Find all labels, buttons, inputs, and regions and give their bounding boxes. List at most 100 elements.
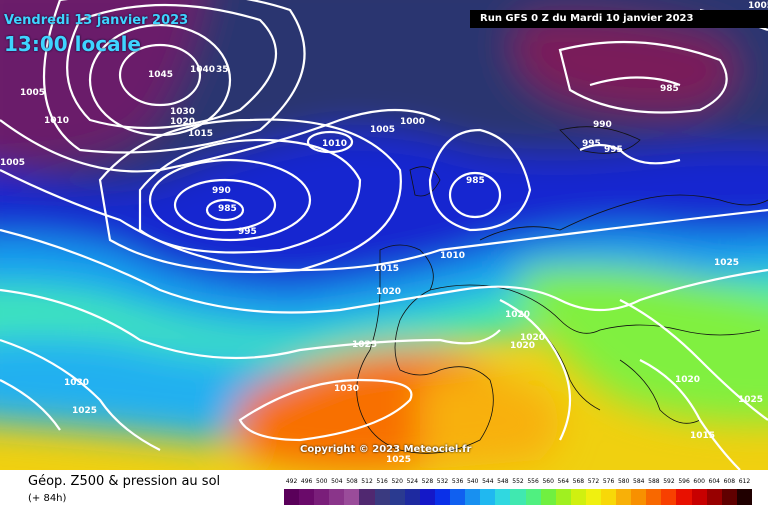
isobar-label: 990 — [212, 186, 231, 196]
isobar-label: 1020 — [675, 375, 700, 385]
legend-swatch — [419, 489, 435, 505]
isobar-label: 35 — [216, 65, 229, 75]
legend-value: 512 — [361, 478, 373, 485]
legend-swatch — [465, 489, 481, 505]
isobar-label: 995 — [238, 227, 257, 237]
geopotential-fill — [0, 0, 768, 470]
legend-value: 544 — [482, 478, 494, 485]
legend-value: 576 — [602, 478, 615, 485]
isobar-label: 1005 — [20, 88, 45, 98]
legend-value: 540 — [466, 478, 479, 485]
legend-swatch — [706, 489, 722, 505]
isobar-label: 1020 — [520, 333, 545, 343]
legend-swatch — [555, 489, 571, 505]
isobar-label: 1030 — [334, 384, 359, 394]
legend-swatch — [510, 489, 526, 505]
legend-labels: 492 496 500 504 508 512 516 520 524 528 532 536 540 5… — [284, 478, 752, 488]
isobar-label: 1025 — [714, 258, 739, 268]
legend-value: 564 — [557, 478, 570, 485]
legend-value: 492 — [285, 478, 298, 485]
isobar-label: 1025 — [352, 340, 377, 350]
isobar-label: 1010 — [440, 251, 465, 261]
legend-value: 536 — [451, 478, 464, 485]
legend-swatch — [299, 489, 315, 505]
isobar-label: 1000 — [400, 117, 425, 127]
forecast-time: 13:00 locale — [4, 32, 141, 56]
weather-map: 1005 1045 1040 35 1030 1020 1015 1010 10… — [0, 0, 768, 470]
legend-value: 568 — [572, 478, 585, 485]
map-footer: Géop. Z500 & pression au sol (+ 84h) 492… — [0, 470, 768, 512]
map-title: Géop. Z500 & pression au sol — [28, 474, 221, 489]
isobar-label: 1025 — [386, 455, 411, 465]
isobar-label: 990 — [593, 120, 612, 130]
legend-value: 524 — [406, 478, 419, 485]
isobar-label: 995 — [582, 139, 601, 149]
legend-swatch — [646, 489, 662, 505]
legend-value: 520 — [391, 478, 403, 485]
legend-swatch — [691, 489, 707, 505]
legend-swatch — [585, 489, 601, 505]
forecast-hour: (+ 84h) — [28, 493, 67, 504]
legend-swatch — [495, 489, 511, 505]
legend-value: 608 — [723, 478, 736, 485]
legend-swatch — [540, 489, 556, 505]
isobar-label: 1005 — [0, 158, 25, 168]
isobar-label: 1030 — [64, 378, 89, 388]
legend-swatch — [329, 489, 345, 505]
isobar-label: 1025 — [72, 406, 97, 416]
legend-value: 572 — [587, 478, 600, 485]
legend-swatch — [374, 489, 390, 505]
legend-value: 548 — [497, 478, 509, 485]
legend-value: 560 — [542, 478, 554, 485]
legend-swatch — [616, 489, 632, 505]
legend-swatch — [721, 489, 737, 505]
legend-swatch — [404, 489, 420, 505]
legend-value: 592 — [663, 478, 675, 485]
legend-value: 604 — [708, 478, 720, 485]
forecast-date: Vendredi 13 janvier 2023 — [4, 13, 189, 28]
legend-swatch — [661, 489, 677, 505]
legend-value: 612 — [738, 478, 751, 485]
isobar-label: 1010 — [322, 139, 347, 149]
isobar-label: 1015 — [188, 129, 213, 139]
run-info: Run GFS 0 Z du Mardi 10 janvier 2023 — [470, 10, 768, 28]
legend-value: 552 — [512, 478, 524, 485]
legend-swatch — [631, 489, 647, 505]
isobar-label: 1015 — [374, 264, 399, 274]
legend-value: 580 — [617, 478, 630, 485]
legend-swatch — [736, 489, 752, 505]
isobar-label: 985 — [466, 176, 485, 186]
copyright-text: Copyright © 2023 Meteociel.fr — [300, 444, 472, 455]
legend-value: 504 — [331, 478, 343, 485]
legend-value: 600 — [693, 478, 705, 485]
legend-value: 516 — [376, 478, 388, 485]
legend-swatch — [570, 489, 586, 505]
legend-value: 588 — [648, 478, 660, 485]
isobar-label: 995 — [604, 145, 623, 155]
legend-swatch — [389, 489, 405, 505]
legend-swatch — [676, 489, 692, 505]
legend-bar — [284, 489, 752, 505]
legend-value: 508 — [346, 478, 358, 485]
isobar-label: 1040 — [190, 65, 215, 75]
isobar-label: 985 — [660, 84, 679, 94]
legend-value: 496 — [300, 478, 313, 485]
color-legend: 492 496 500 504 508 512 516 520 524 528 532 536 540 5… — [284, 478, 752, 506]
legend-swatch — [600, 489, 617, 505]
isobar-labels: 1005 1045 1040 35 1030 1020 1015 1010 10… — [0, 1, 768, 465]
legend-value: 556 — [527, 478, 539, 485]
legend-swatch — [480, 489, 496, 505]
isobar-label: 1020 — [376, 287, 401, 297]
isobar-label: 1005 — [370, 125, 395, 135]
isobar-label: 1020 — [505, 310, 530, 320]
legend-value: 500 — [316, 478, 328, 485]
isobar-label: 1020 — [170, 117, 195, 127]
isobar-label: 1015 — [690, 431, 715, 441]
legend-value: 532 — [436, 478, 449, 485]
isobars — [0, 0, 768, 470]
isobar-label: 1030 — [170, 107, 195, 117]
legend-swatch — [450, 489, 466, 505]
legend-swatch — [284, 489, 300, 505]
isobar-label: 1045 — [148, 70, 173, 80]
legend-swatch — [434, 489, 451, 505]
